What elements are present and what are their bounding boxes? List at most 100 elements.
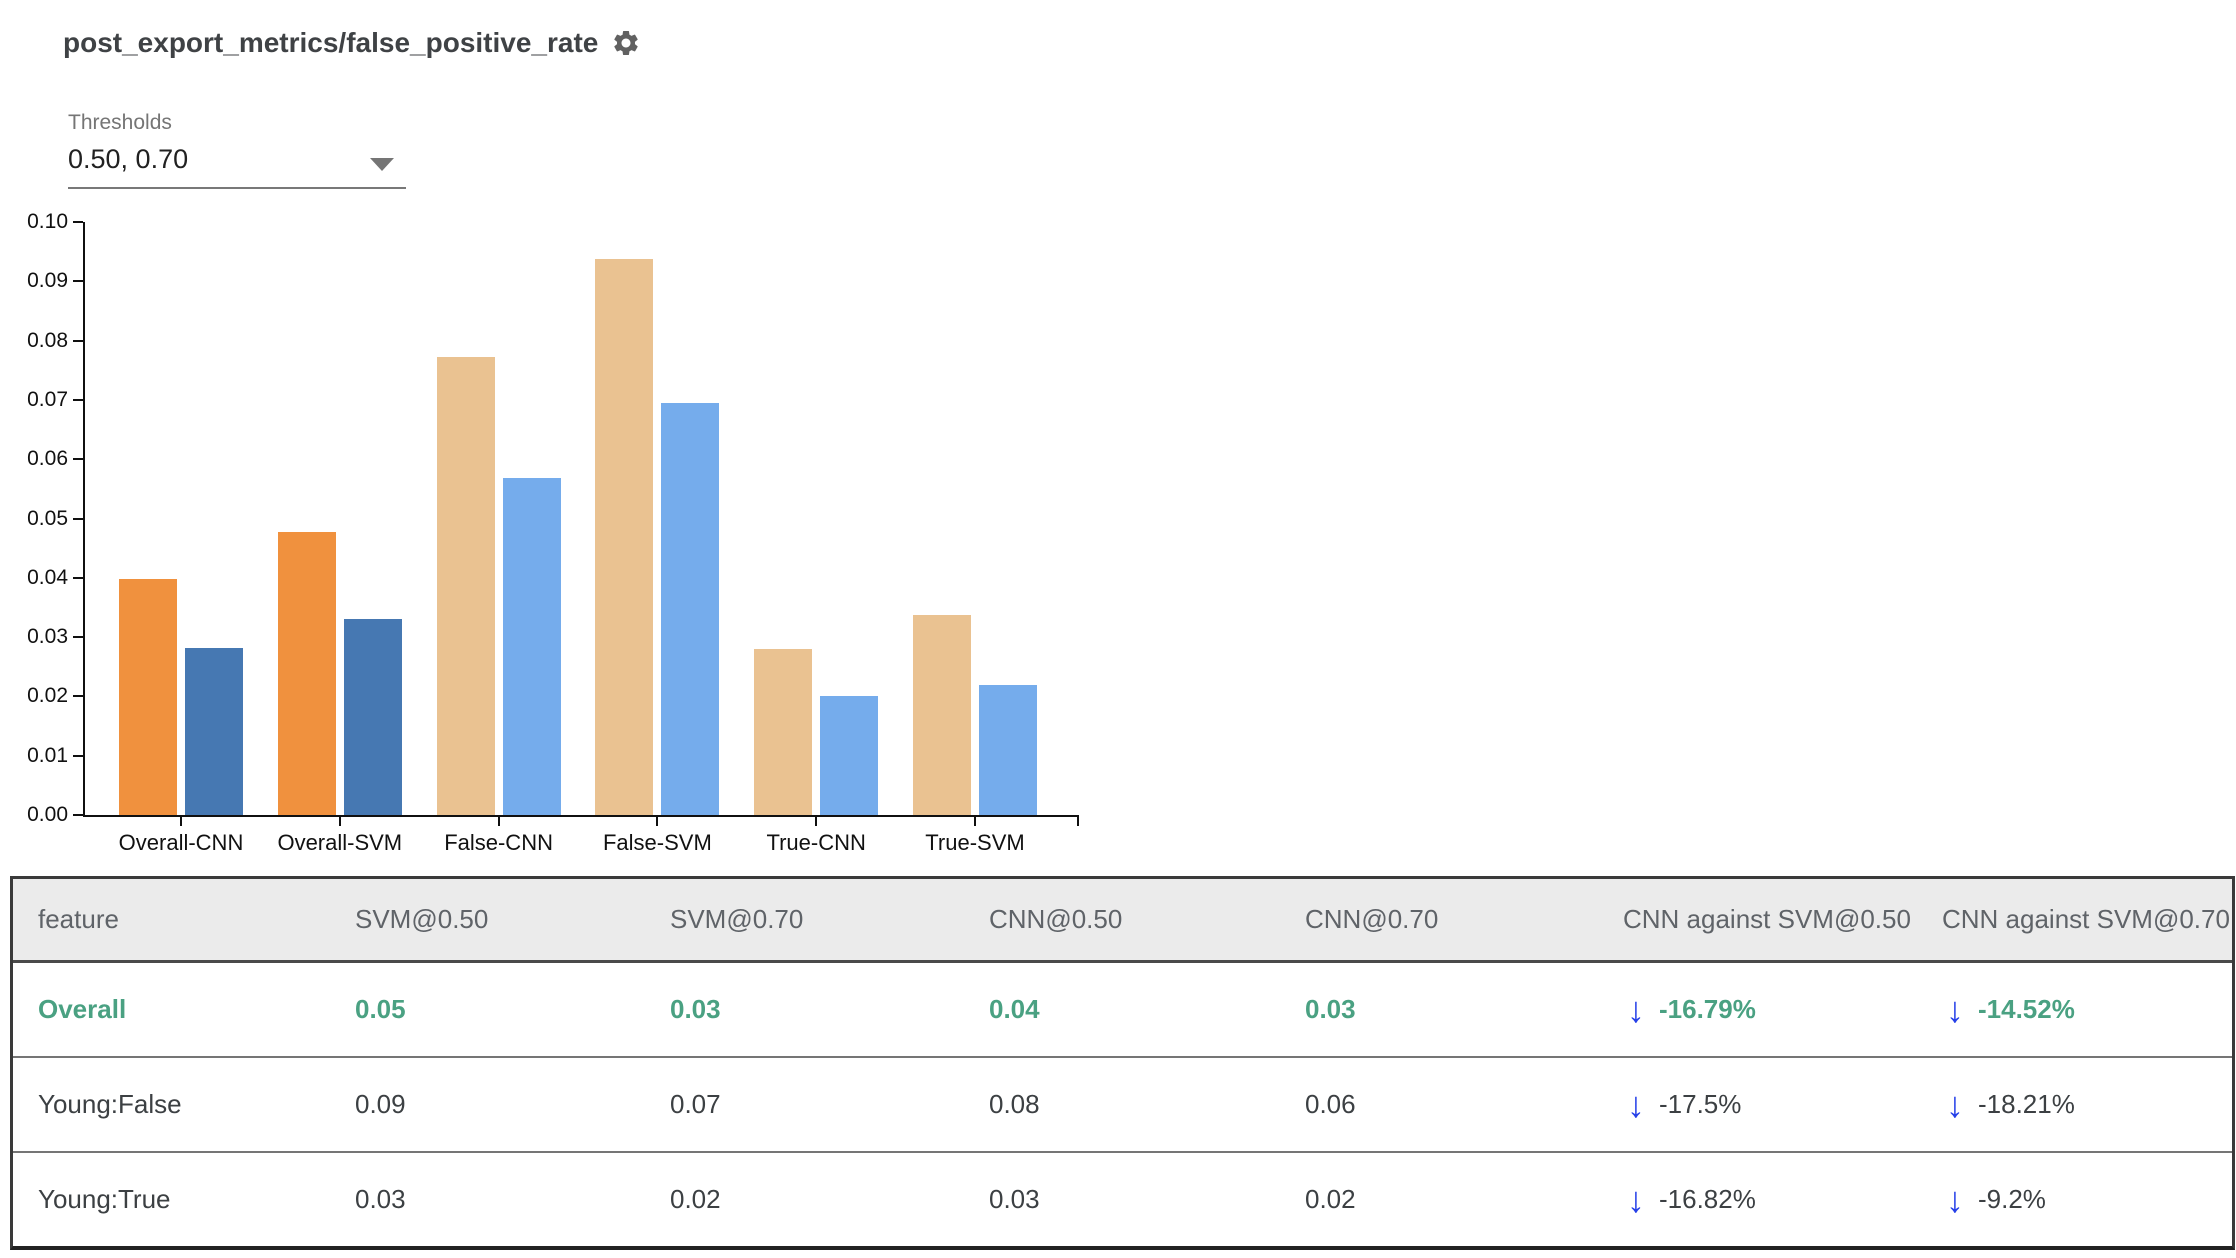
y-tick-mark [73,398,83,401]
x-axis-label: True-CNN [766,830,866,855]
column-header: CNN against SVM@0.70 [1942,904,2230,934]
table-header-row: feature SVM@0.50 SVM@0.70 CNN@0.50 CNN@0.70 C… [13,879,2232,963]
y-tick-label: 0.09 [27,269,68,293]
cell-metric-value: 0.02 [670,1184,721,1214]
y-tick-label: 0.08 [27,328,68,352]
y-tick-label: 0.10 [27,210,68,233]
delta-value: -16.79% [1659,994,1756,1024]
table-row-Young:True: Young:True 0.03 0.02 0.03 0.02 ↓ -16.82% ↓ -9.2% [13,1151,2232,1246]
y-tick-label: 0.06 [27,447,68,471]
delta-value: -18.21% [1978,1089,2075,1119]
y-tick-mark [73,221,83,223]
bar-False-CNN-threshold0.50 [436,357,495,815]
cell-delta: ↓ -14.52% [1942,988,2232,1030]
y-tick-label: 0.02 [27,684,68,708]
down-arrow-icon: ↓ [1627,988,1645,1030]
y-tick-mark [73,576,83,579]
x-axis-end-tick [1077,817,1079,826]
cell-feature: Overall [38,994,127,1024]
x-tick-mark [180,817,182,826]
select-underline [68,187,406,189]
column-header: CNN@0.50 [989,904,1123,934]
y-tick-label: 0.00 [27,803,68,826]
cell-delta: ↓ -18.21% [1942,1083,2232,1125]
down-arrow-icon: ↓ [1946,988,1964,1030]
delta-value: -14.52% [1978,994,2075,1024]
delta-value: -16.82% [1659,1184,1756,1214]
y-axis-line [83,222,85,817]
cell-metric-value: 0.04 [989,994,1040,1024]
x-tick-mark [338,817,341,826]
y-tick-mark [73,280,83,283]
x-tick-mark [974,817,976,826]
bar-False-CNN-threshold0.70 [502,478,561,815]
table-row-Overall: Overall 0.05 0.03 0.04 0.03 ↓ -16.79% ↓ -14.52% [13,963,2232,1056]
cell-metric-value: 0.03 [355,1184,406,1214]
bar-Overall-SVM-threshold0.50 [277,532,336,815]
down-arrow-icon: ↓ [1946,1083,1964,1125]
x-axis-label: Overall-CNN [118,830,244,855]
cell-metric-value: 0.03 [670,994,721,1024]
delta-value: -17.5% [1659,1089,1742,1119]
column-header: CNN against SVM@0.50 [1623,904,1911,934]
column-header: feature [38,904,119,934]
cell-feature: Young:False [38,1089,182,1119]
column-header: SVM@0.70 [670,904,804,934]
bar-True-SVM-threshold0.70 [979,685,1037,815]
bar-Overall-CNN-threshold0.70 [185,648,243,815]
cell-metric-value: 0.09 [355,1089,406,1119]
x-axis-line [83,815,1079,817]
y-tick-mark [73,695,83,698]
bar-Overall-CNN-threshold0.50 [119,579,177,815]
bar-True-CNN-threshold0.70 [820,696,879,815]
x-axis-label: False-SVM [602,830,712,855]
y-tick-mark [73,814,83,816]
x-axis-label: True-SVM [925,830,1025,855]
x-axis-label: Overall-SVM [277,830,403,855]
x-tick-mark [815,817,818,826]
cell-delta: ↓ -9.2% [1942,1178,2232,1220]
cell-metric-value: 0.03 [989,1184,1040,1214]
cell-metric-value: 0.05 [355,994,406,1024]
x-tick-mark [497,817,500,826]
cell-metric-value: 0.06 [1305,1089,1356,1119]
y-tick-mark [73,458,83,461]
down-arrow-icon: ↓ [1627,1083,1645,1125]
y-tick-label: 0.01 [27,743,68,767]
column-header: CNN@0.70 [1305,904,1439,934]
bar-True-CNN-threshold0.50 [754,649,813,815]
y-tick-label: 0.04 [27,565,68,589]
y-tick-mark [73,339,83,342]
down-arrow-icon: ↓ [1946,1178,1964,1220]
cell-feature: Young:True [38,1184,171,1214]
table-row-Young:False: Young:False 0.09 0.07 0.08 0.06 ↓ -17.5% ↓ -18.2… [13,1056,2232,1151]
y-tick-mark [73,754,83,757]
settings-gear-icon[interactable] [611,28,641,58]
cell-metric-value: 0.08 [989,1089,1040,1119]
thresholds-selected-value: 0.50, 0.70 [68,144,189,174]
bar-False-SVM-threshold0.70 [661,403,720,815]
bar-False-SVM-threshold0.50 [595,259,654,815]
cell-delta: ↓ -16.82% [1623,1178,1942,1220]
bar-True-SVM-threshold0.50 [913,615,971,815]
cell-metric-value: 0.03 [1305,994,1356,1024]
dropdown-caret-icon [370,158,394,171]
cell-delta: ↓ -16.79% [1623,988,1942,1030]
column-header: SVM@0.50 [355,904,489,934]
y-tick-label: 0.03 [27,625,68,649]
y-tick-mark [73,636,83,639]
cell-metric-value: 0.07 [670,1089,721,1119]
delta-value: -9.2% [1978,1184,2046,1214]
bar-Overall-SVM-threshold0.70 [343,619,402,815]
page-title: post_export_metrics/false_positive_rate [63,27,599,58]
y-tick-mark [73,517,83,520]
thresholds-select[interactable]: 0.50, 0.70 [68,142,406,189]
x-tick-mark [656,817,659,826]
table-body: Overall 0.05 0.03 0.04 0.03 ↓ -16.79% ↓ -14.52% Y… [13,963,2232,1246]
thresholds-label: Thresholds [68,111,172,134]
cell-delta: ↓ -17.5% [1623,1083,1942,1125]
y-tick-label: 0.07 [27,387,68,411]
down-arrow-icon: ↓ [1627,1178,1645,1220]
metrics-table: feature SVM@0.50 SVM@0.70 CNN@0.50 CNN@0.70 C… [10,876,2235,1250]
